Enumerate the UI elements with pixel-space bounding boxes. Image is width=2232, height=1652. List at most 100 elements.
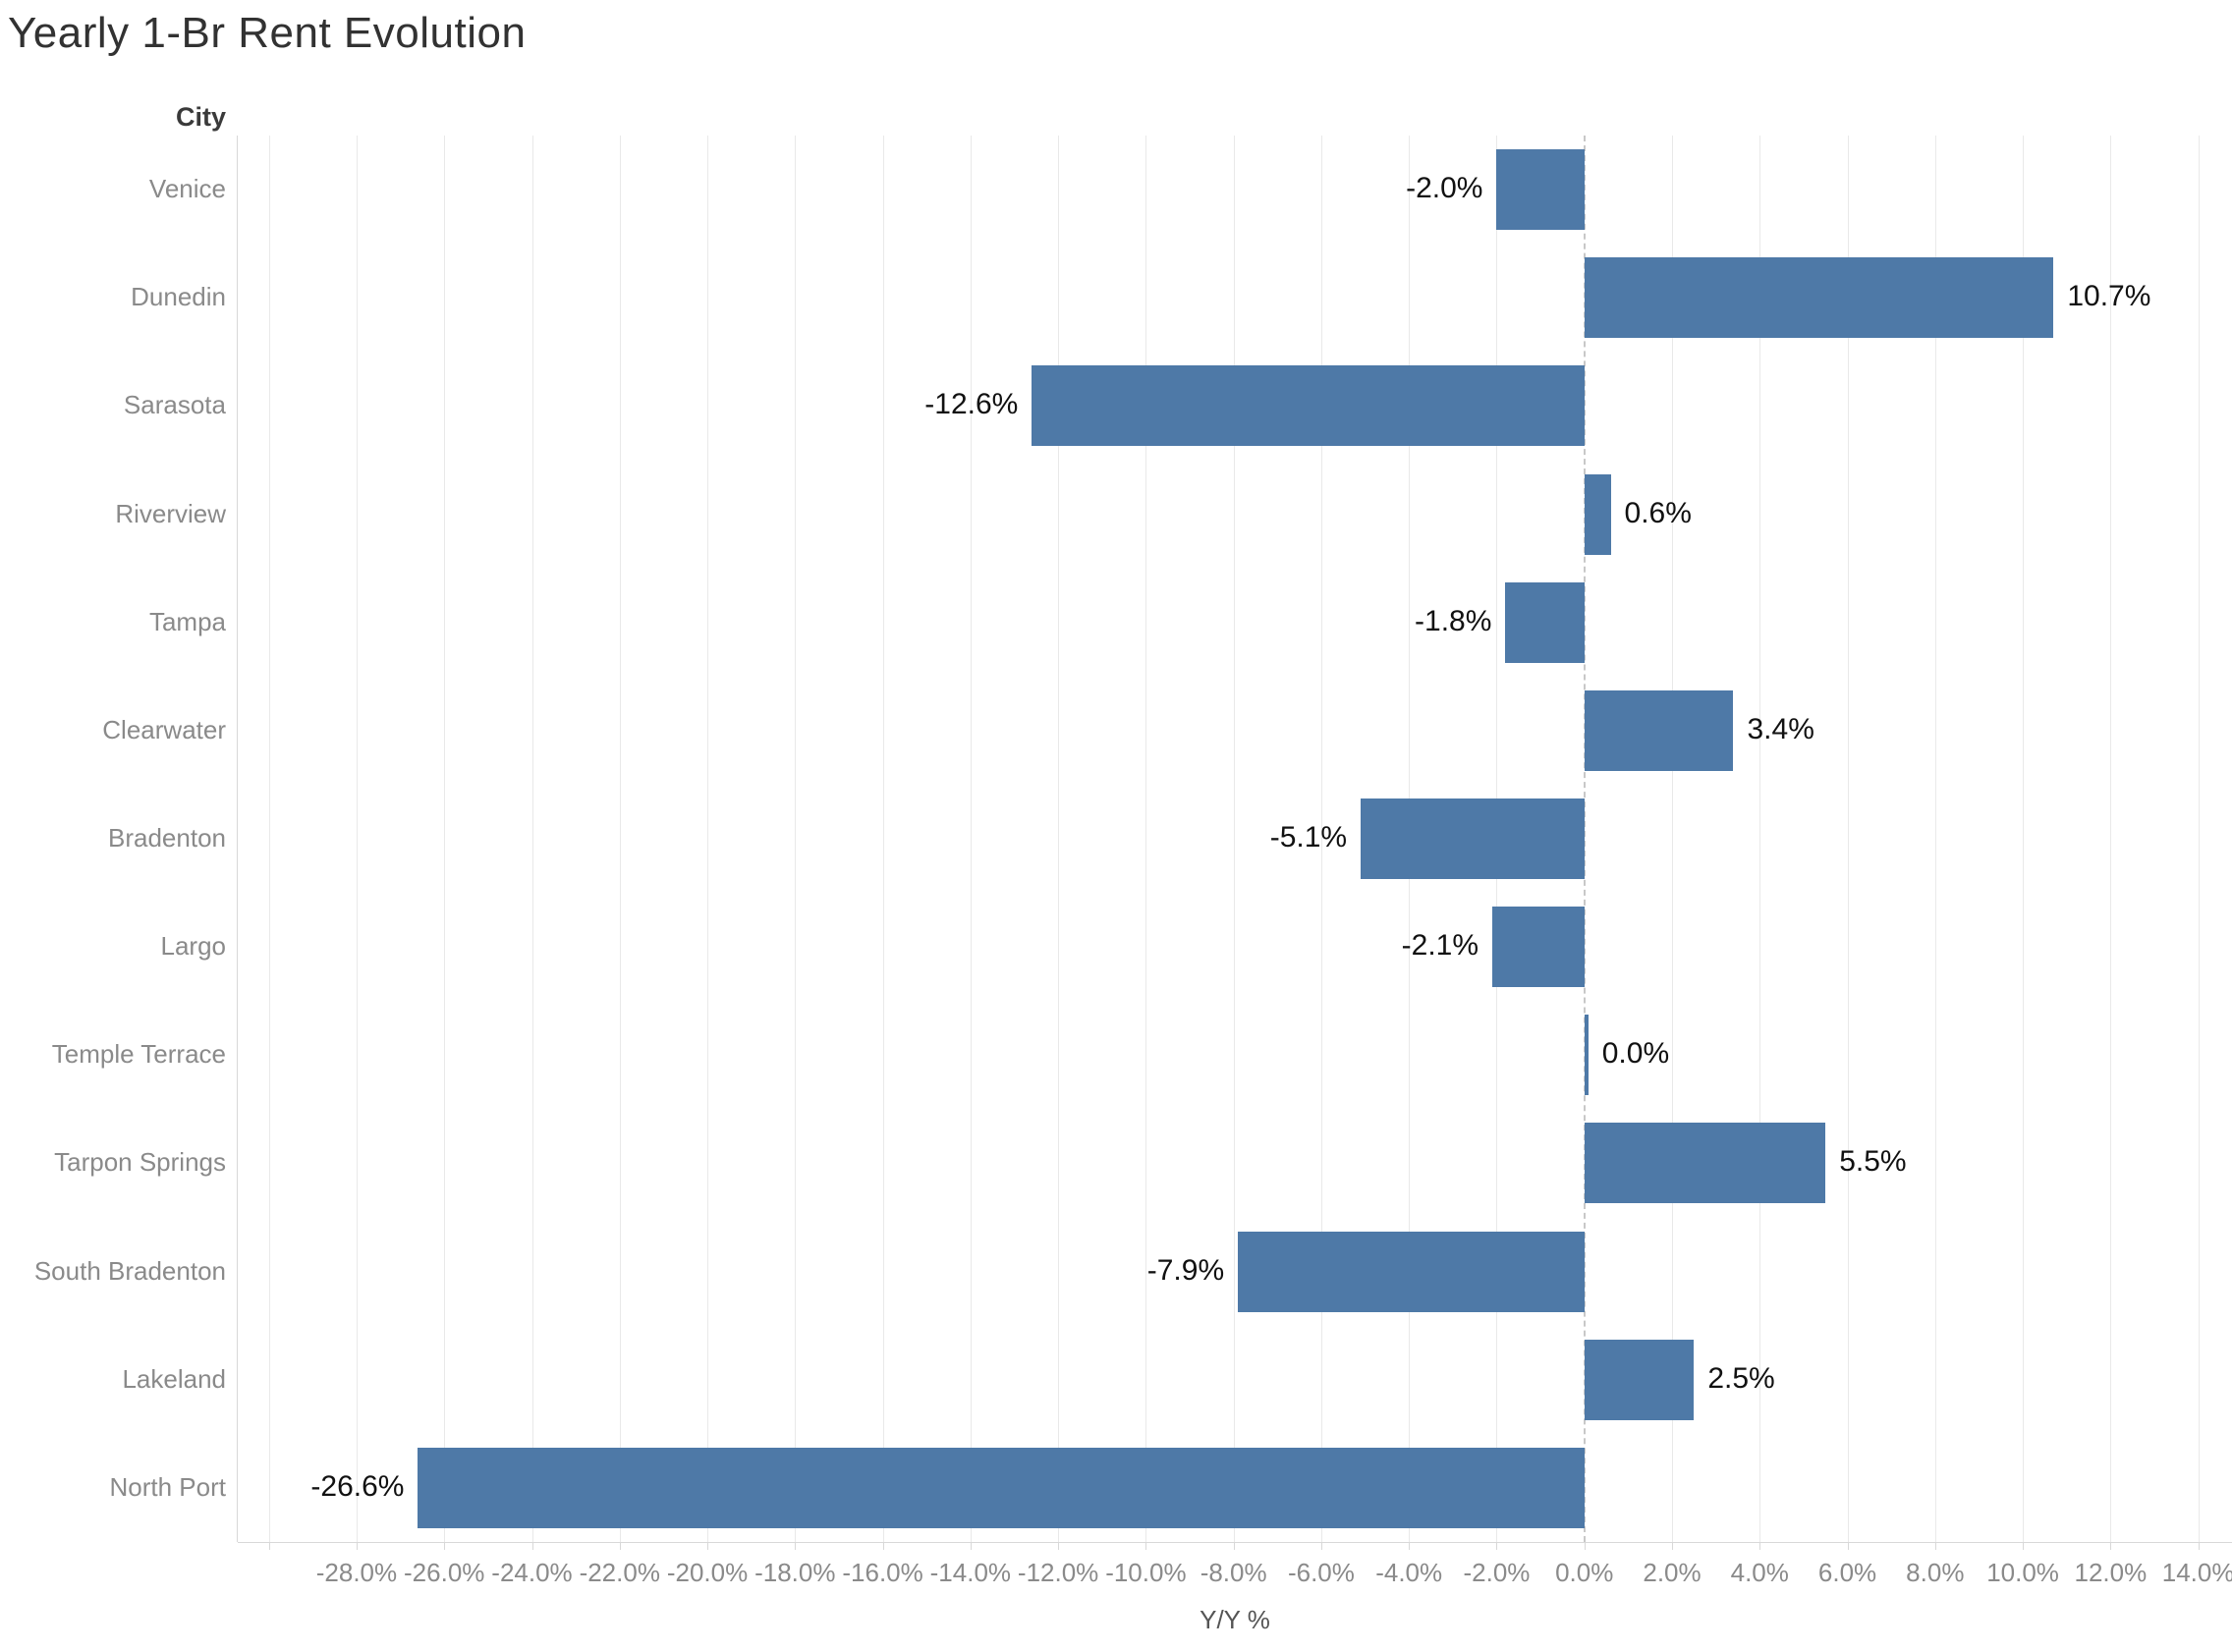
x-tick-label: -26.0%	[404, 1558, 485, 1587]
x-tick-mark	[268, 1542, 270, 1550]
bar[interactable]	[1492, 907, 1585, 988]
category-label: Lakeland	[122, 1363, 226, 1394]
x-tick-label: -6.0%	[1287, 1558, 1355, 1587]
gridline	[1058, 136, 1060, 1542]
x-tick-mark	[1934, 1542, 1936, 1550]
gridline	[1145, 136, 1147, 1542]
gridline	[2198, 136, 2200, 1542]
x-tick-mark	[444, 1542, 446, 1550]
category-label: North Port	[109, 1471, 227, 1502]
x-tick-label: -12.0%	[1017, 1558, 1099, 1587]
bar-value-label: -2.0%	[1406, 172, 1483, 205]
x-tick-label: 2.0%	[1643, 1558, 1702, 1587]
category-label: Sarasota	[123, 390, 226, 420]
x-tick-label: 4.0%	[1730, 1558, 1789, 1587]
x-tick-mark	[1584, 1542, 1586, 1550]
bar[interactable]	[1584, 1123, 1826, 1204]
gridline	[444, 136, 446, 1542]
x-tick-mark	[356, 1542, 358, 1550]
gridline	[1672, 136, 1673, 1542]
gridline	[1233, 136, 1235, 1542]
bar[interactable]	[1584, 473, 1611, 555]
x-tick-label: -28.0%	[315, 1558, 398, 1587]
gridline	[1934, 136, 1936, 1542]
x-tick-mark	[882, 1542, 884, 1550]
x-tick-label: 10.0%	[1986, 1558, 2059, 1587]
x-tick-mark	[1233, 1542, 1235, 1550]
category-label: Temple Terrace	[51, 1039, 226, 1070]
x-tick-mark	[970, 1542, 972, 1550]
bar-value-label: 2.5%	[1707, 1361, 1775, 1395]
bar[interactable]	[1505, 581, 1585, 663]
gridline	[531, 136, 533, 1542]
bar[interactable]	[1584, 1015, 1589, 1096]
bar-value-label: -12.6%	[924, 388, 1019, 421]
category-label: Largo	[160, 931, 227, 962]
x-tick-mark	[2023, 1542, 2025, 1550]
x-tick-label: -8.0%	[1200, 1558, 1267, 1587]
category-label: South Bradenton	[33, 1255, 226, 1286]
bar-value-label: 0.0%	[1601, 1037, 1670, 1071]
category-label: Tarpon Springs	[54, 1147, 226, 1178]
gridline	[1320, 136, 1322, 1542]
x-axis-line	[238, 1542, 2232, 1543]
x-tick-mark	[1496, 1542, 1498, 1550]
x-tick-mark	[1145, 1542, 1147, 1550]
gridline	[2023, 136, 2025, 1542]
x-tick-label: -16.0%	[842, 1558, 923, 1587]
x-tick-label: 6.0%	[1817, 1558, 1877, 1587]
bar[interactable]	[1496, 149, 1585, 231]
x-tick-label: -22.0%	[579, 1558, 660, 1587]
x-tick-mark	[531, 1542, 533, 1550]
bar[interactable]	[1238, 1231, 1585, 1312]
x-tick-label: -18.0%	[754, 1558, 836, 1587]
gridline	[1847, 136, 1849, 1542]
x-tick-mark	[1847, 1542, 1849, 1550]
category-label: Riverview	[115, 498, 226, 528]
row-field-label: City	[175, 102, 226, 132]
category-label: Dunedin	[131, 282, 226, 312]
gridline	[2110, 136, 2112, 1542]
x-tick-label: -14.0%	[929, 1558, 1012, 1587]
category-label: Venice	[148, 174, 226, 204]
bar-value-label: -5.1%	[1269, 821, 1348, 854]
bar-value-label: 10.7%	[2067, 280, 2151, 313]
chart-title: Yearly 1-Br Rent Evolution	[8, 9, 527, 57]
bar[interactable]	[1584, 1339, 1695, 1420]
zero-gridline	[1583, 136, 1586, 1542]
x-tick-label: -2.0%	[1463, 1558, 1531, 1587]
bar-value-label: 0.6%	[1624, 496, 1692, 529]
x-tick-mark	[1409, 1542, 1411, 1550]
bar[interactable]	[1032, 365, 1585, 447]
x-tick-mark	[707, 1542, 709, 1550]
x-tick-mark	[795, 1542, 797, 1550]
x-tick-label: -4.0%	[1375, 1558, 1443, 1587]
bar[interactable]	[1361, 798, 1585, 879]
bar-value-label: -2.1%	[1401, 929, 1479, 963]
gridline	[1759, 136, 1761, 1542]
x-tick-mark	[1320, 1542, 1322, 1550]
gridline	[882, 136, 884, 1542]
bar-value-label: 5.5%	[1839, 1145, 1907, 1179]
category-label: Tampa	[148, 606, 226, 636]
x-tick-mark	[2110, 1542, 2112, 1550]
bar[interactable]	[1584, 689, 1734, 771]
x-tick-mark	[1672, 1542, 1673, 1550]
plot-left-border	[237, 136, 238, 1542]
bar-value-label: -1.8%	[1415, 604, 1492, 637]
bar[interactable]	[418, 1447, 1585, 1528]
gridline	[707, 136, 709, 1542]
gridline	[268, 136, 270, 1542]
x-tick-label: 14.0%	[2161, 1558, 2232, 1587]
bar-value-label: -7.9%	[1146, 1253, 1225, 1287]
x-tick-label: 0.0%	[1555, 1558, 1614, 1587]
category-label: Bradenton	[108, 823, 226, 853]
x-tick-label: -20.0%	[666, 1558, 749, 1587]
gridline	[795, 136, 797, 1542]
gridline	[619, 136, 621, 1542]
bar-value-label: 3.4%	[1747, 712, 1814, 745]
x-tick-label: -10.0%	[1105, 1558, 1187, 1587]
x-tick-label: -24.0%	[491, 1558, 573, 1587]
bar[interactable]	[1584, 257, 2054, 339]
